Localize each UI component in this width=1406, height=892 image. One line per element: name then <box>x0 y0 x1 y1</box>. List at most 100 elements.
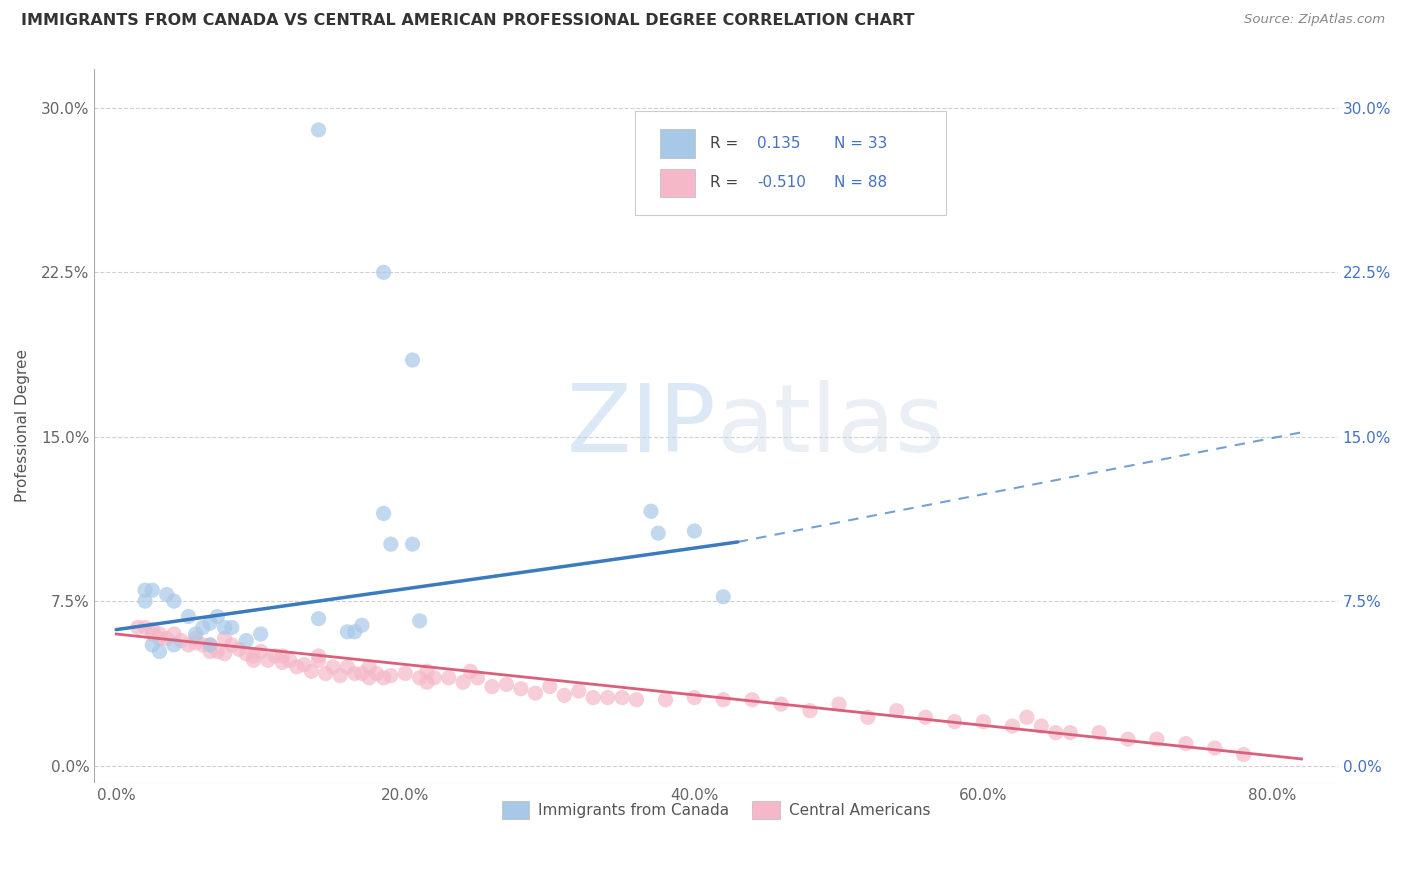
Point <box>308 648 330 663</box>
Point <box>401 353 423 368</box>
Text: ZIP: ZIP <box>567 380 716 472</box>
Point <box>380 537 402 551</box>
Point <box>177 609 200 624</box>
Point <box>741 692 763 706</box>
Text: 0.135: 0.135 <box>756 136 800 151</box>
Point <box>524 686 547 700</box>
Point <box>214 620 236 634</box>
Point <box>409 671 432 685</box>
Text: IMMIGRANTS FROM CANADA VS CENTRAL AMERICAN PROFESSIONAL DEGREE CORRELATION CHART: IMMIGRANTS FROM CANADA VS CENTRAL AMERIC… <box>21 13 914 29</box>
Point <box>437 671 460 685</box>
Point <box>308 653 330 667</box>
Point <box>972 714 994 729</box>
Point <box>394 666 416 681</box>
Point <box>1031 719 1053 733</box>
Point <box>943 714 966 729</box>
Point <box>191 620 214 634</box>
FancyBboxPatch shape <box>636 112 946 215</box>
Point <box>156 588 179 602</box>
Point <box>481 680 503 694</box>
Point <box>1146 732 1168 747</box>
Point <box>610 690 633 705</box>
Point <box>538 680 561 694</box>
Point <box>271 648 294 663</box>
Point <box>1116 732 1139 747</box>
Point <box>336 624 359 639</box>
Point <box>350 666 373 681</box>
Point <box>451 675 474 690</box>
Point <box>285 660 308 674</box>
Point <box>214 647 236 661</box>
Point <box>467 671 489 685</box>
Point <box>711 590 734 604</box>
Text: Source: ZipAtlas.com: Source: ZipAtlas.com <box>1244 13 1385 27</box>
Point <box>409 614 432 628</box>
Point <box>416 675 439 690</box>
Point <box>683 524 706 538</box>
Point <box>343 666 366 681</box>
Point <box>596 690 619 705</box>
Point <box>207 609 229 624</box>
Point <box>1088 725 1111 739</box>
Point <box>856 710 879 724</box>
Point <box>799 704 821 718</box>
Point <box>1015 710 1038 724</box>
Point <box>184 627 207 641</box>
Point <box>582 690 605 705</box>
Text: R =: R = <box>710 136 742 151</box>
Point <box>1233 747 1256 762</box>
Point <box>568 684 591 698</box>
Text: N = 33: N = 33 <box>834 136 887 151</box>
Point <box>134 583 156 598</box>
Point <box>207 644 229 658</box>
Point <box>373 507 395 521</box>
Point <box>1204 741 1226 756</box>
Point <box>308 123 330 137</box>
Point <box>148 632 170 646</box>
Point <box>647 526 669 541</box>
Point <box>163 594 186 608</box>
Point <box>198 638 221 652</box>
Point <box>271 656 294 670</box>
Point <box>1059 725 1081 739</box>
Point <box>170 633 193 648</box>
Point <box>401 537 423 551</box>
Point <box>711 692 734 706</box>
Point <box>495 677 517 691</box>
Point <box>366 666 388 681</box>
Text: R =: R = <box>710 176 742 190</box>
Point <box>141 627 163 641</box>
Point <box>221 620 243 634</box>
Point <box>322 660 344 674</box>
Point <box>1001 719 1024 733</box>
Point <box>343 624 366 639</box>
Text: -0.510: -0.510 <box>756 176 806 190</box>
Point <box>336 660 359 674</box>
Point <box>141 583 163 598</box>
Point <box>249 644 271 658</box>
Point <box>308 612 330 626</box>
Point <box>198 638 221 652</box>
Point <box>257 653 280 667</box>
Point <box>198 615 221 630</box>
Point <box>163 638 186 652</box>
Point <box>770 697 793 711</box>
Point <box>148 644 170 658</box>
Point <box>886 704 908 718</box>
Point <box>221 638 243 652</box>
Point <box>249 627 271 641</box>
Point <box>184 632 207 646</box>
Y-axis label: Professional Degree: Professional Degree <box>15 350 30 502</box>
Point <box>640 504 662 518</box>
Point <box>380 668 402 682</box>
Point <box>242 653 264 667</box>
Point <box>1174 737 1197 751</box>
Legend: Immigrants from Canada, Central Americans: Immigrants from Canada, Central American… <box>495 795 936 825</box>
Point <box>156 632 179 646</box>
Point <box>163 627 186 641</box>
Point <box>315 666 337 681</box>
Point <box>198 644 221 658</box>
Point <box>134 620 156 634</box>
Point <box>416 665 439 679</box>
Point <box>654 692 676 706</box>
